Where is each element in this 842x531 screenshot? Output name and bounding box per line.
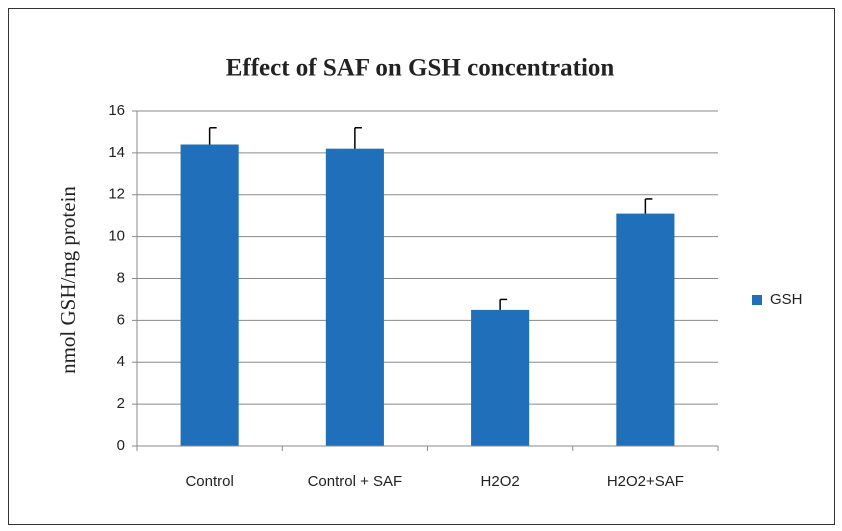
bar	[616, 213, 675, 446]
y-tick-label: 6	[117, 311, 125, 328]
y-tick-label: 4	[117, 353, 125, 370]
y-tick-label: 14	[108, 144, 125, 161]
legend-swatch	[752, 295, 762, 305]
x-tick-label: H2O2+SAF	[607, 473, 684, 490]
bar	[180, 144, 239, 446]
x-tick-label: H2O2	[481, 473, 520, 490]
bar	[325, 148, 384, 446]
chart-border	[8, 8, 835, 525]
y-tick-label: 0	[117, 437, 125, 454]
x-tick-label: Control	[185, 473, 233, 490]
bar	[471, 309, 530, 446]
y-tick-label: 10	[108, 228, 125, 245]
x-tick-label: Control + SAF	[308, 473, 403, 490]
y-tick-label: 16	[108, 102, 125, 119]
y-axis-label: nmol GSH/mg protein	[56, 186, 80, 374]
chart-title: Effect of SAF on GSH concentration	[226, 55, 615, 82]
y-tick-label: 8	[117, 269, 125, 286]
y-tick-label: 12	[108, 186, 125, 203]
y-tick-label: 2	[117, 395, 125, 412]
legend-label: GSH	[770, 291, 803, 308]
